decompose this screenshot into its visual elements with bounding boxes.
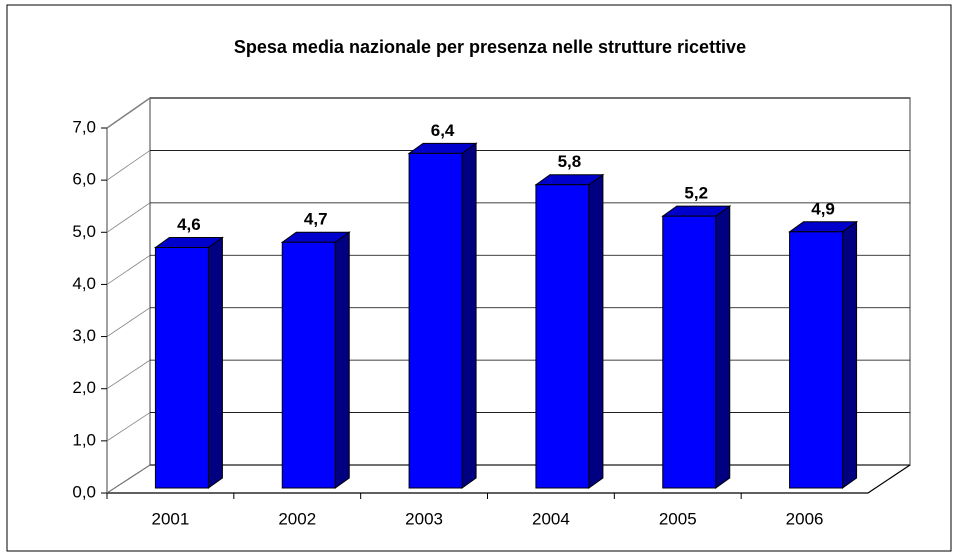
y-tick-label: 5,0 [72, 222, 96, 241]
x-tick-label: 2003 [405, 509, 443, 528]
y-tick-label: 7,0 [72, 117, 96, 136]
bar [281, 241, 336, 489]
y-tick-label: 2,0 [72, 378, 96, 397]
grid-line [106, 359, 151, 390]
bar-side [207, 236, 223, 489]
x-tick-label: 2005 [659, 509, 697, 528]
data-label: 5,2 [684, 184, 708, 203]
data-label: 5,8 [558, 152, 582, 171]
grid-line [106, 254, 151, 285]
y-tick-label: 3,0 [72, 326, 96, 345]
y-tick-label: 1,0 [72, 430, 96, 449]
bar-side [461, 142, 477, 489]
bar-side [334, 231, 350, 489]
grid-line [106, 307, 151, 337]
grid-line [106, 202, 151, 233]
bar [789, 231, 844, 489]
data-label: 4,9 [811, 199, 835, 218]
x-tick-label: 2004 [532, 509, 570, 528]
grid-line [106, 412, 151, 442]
bar [154, 246, 209, 489]
bar-side [842, 220, 858, 489]
x-tick-label: 2006 [786, 509, 824, 528]
grid-line [106, 464, 151, 494]
grid-line [106, 97, 151, 129]
x-tick-label: 2002 [278, 509, 316, 528]
y-tick-label: 0,0 [72, 482, 96, 501]
y-tick-label: 4,0 [72, 274, 96, 293]
data-label: 4,6 [177, 215, 201, 234]
bar [535, 184, 590, 489]
x-tick-label: 2001 [152, 509, 190, 528]
grid-line [106, 150, 151, 181]
y-tick-label: 6,0 [72, 170, 96, 189]
bar [408, 152, 463, 489]
bar [662, 215, 717, 489]
data-label: 4,7 [304, 210, 328, 229]
data-label: 6,4 [431, 121, 455, 140]
bar-side [715, 205, 731, 489]
bar-side [588, 173, 604, 489]
chart-title: Spesa media nazionale per presenza nelle… [234, 37, 746, 57]
